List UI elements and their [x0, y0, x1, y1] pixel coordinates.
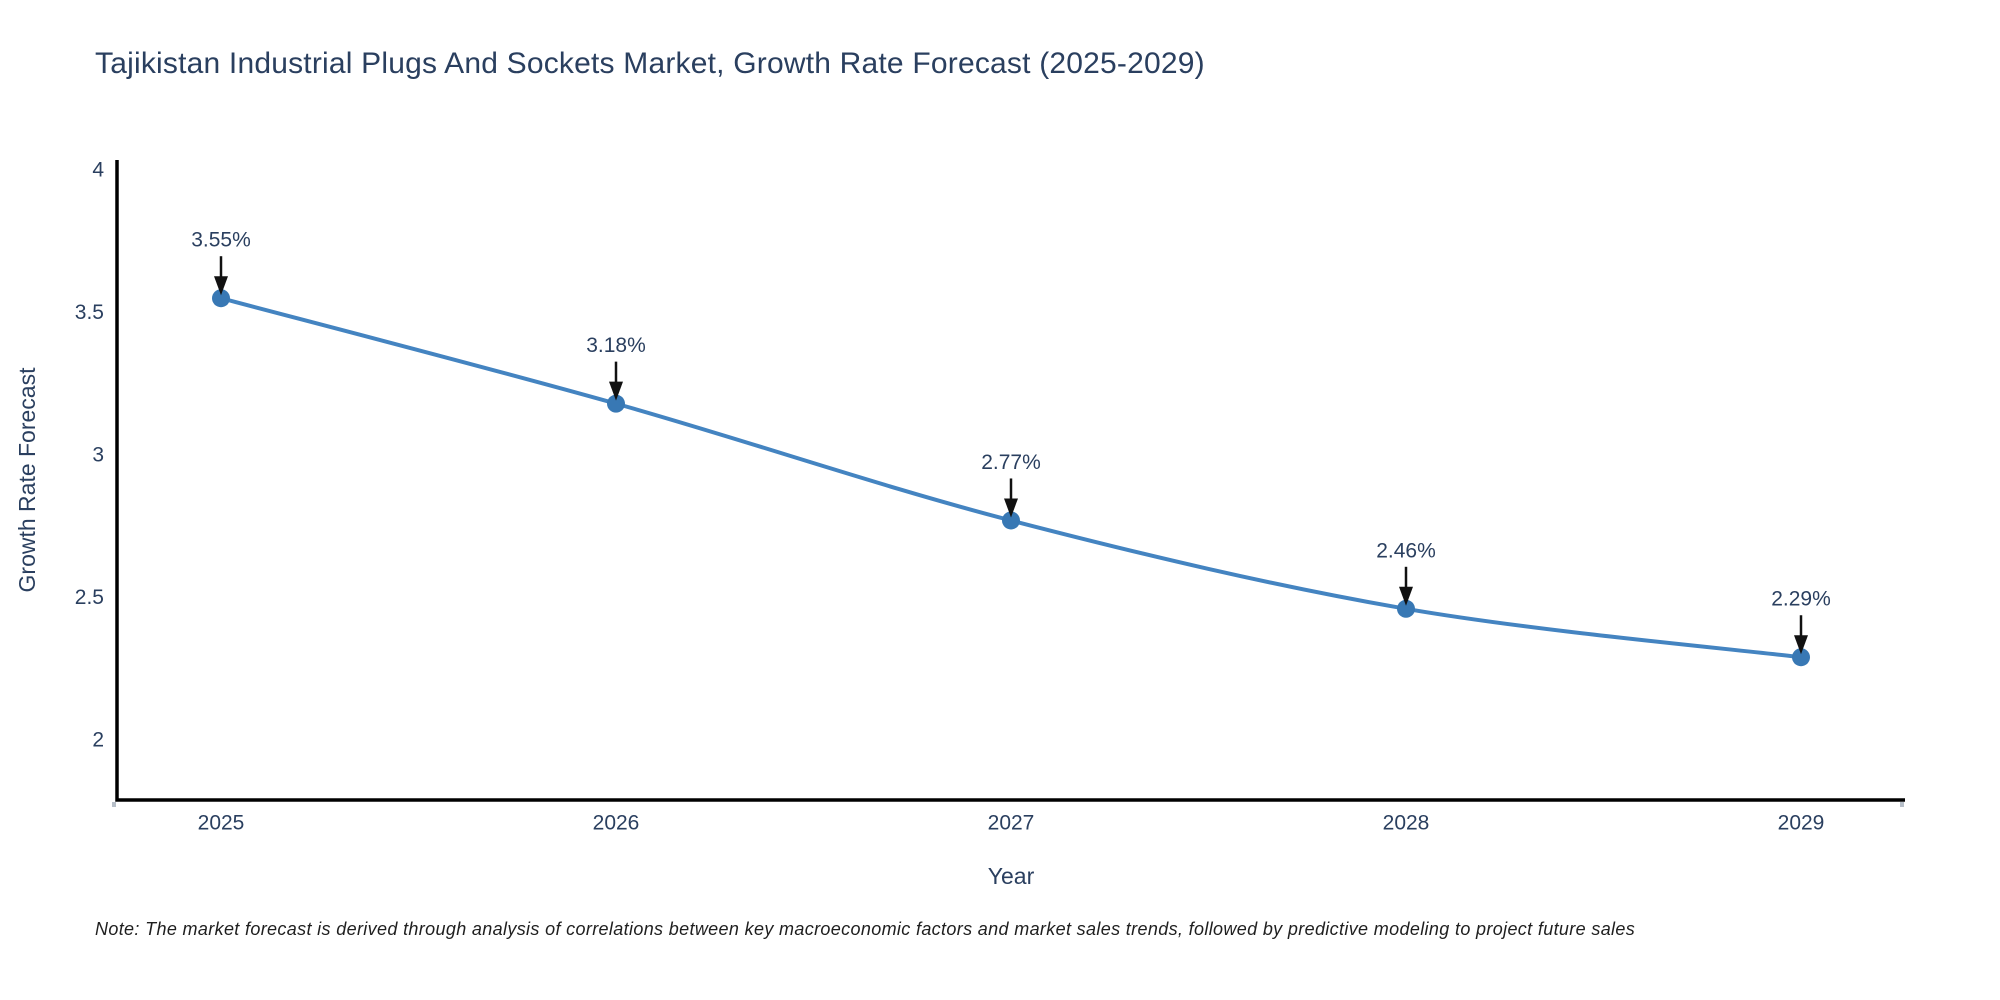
- data-point-label: 2.29%: [1771, 588, 1831, 611]
- y-tick-label: 3: [92, 443, 104, 466]
- data-point-marker: [1792, 648, 1810, 667]
- data-point-marker: [212, 289, 230, 308]
- y-tick-label: 3.5: [75, 301, 104, 324]
- series-line: [219, 296, 1803, 660]
- data-point-label: 3.18%: [586, 334, 646, 357]
- annotation-arrowhead: [1399, 586, 1413, 606]
- annotation-arrowhead: [214, 276, 228, 296]
- data-point-marker: [607, 394, 625, 413]
- data-point-marker: [1002, 511, 1020, 530]
- x-tick-label: 2027: [988, 812, 1035, 835]
- chart-title: Tajikistan Industrial Plugs And Sockets …: [95, 47, 1205, 80]
- data-point-label: 2.46%: [1376, 539, 1436, 562]
- data-point-label: 2.77%: [981, 451, 1041, 474]
- x-axis-title: Year: [988, 863, 1035, 889]
- axis-lines: [115, 160, 1905, 802]
- annotation-arrowhead: [609, 381, 623, 401]
- annotation-arrowhead: [1004, 498, 1018, 518]
- x-tick-label: 2026: [593, 812, 640, 835]
- y-axis-title: Growth Rate Forecast: [14, 367, 40, 593]
- x-tick-label: 2028: [1383, 812, 1430, 835]
- y-tick-label: 2: [92, 728, 104, 751]
- x-tick-label: 2029: [1778, 812, 1825, 835]
- data-point-label: 3.55%: [191, 229, 251, 252]
- y-tick-label: 4: [92, 158, 104, 181]
- x-tick-label: 2025: [198, 812, 245, 835]
- y-tick-label: 2.5: [75, 586, 104, 609]
- footnote: Note: The market forecast is derived thr…: [95, 919, 1636, 939]
- data-point-marker: [1397, 599, 1415, 618]
- annotation-arrowhead: [1794, 635, 1808, 655]
